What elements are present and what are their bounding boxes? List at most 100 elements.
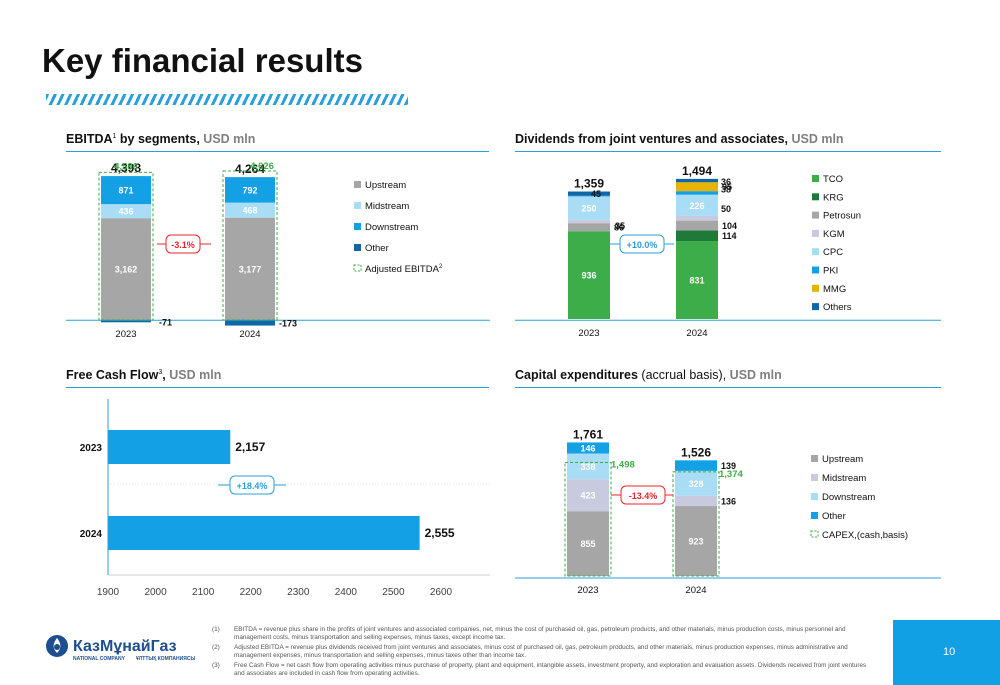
fcf-xtick-1900: 1900	[97, 587, 120, 598]
ebitda-legend-swatch-downstream	[354, 223, 361, 230]
ebitda-bar-downstream-2024	[225, 177, 275, 203]
page-title: Key financial results	[42, 42, 363, 79]
dividends-bar-others-2024	[676, 178, 718, 183]
dividends-label-krg-2024: 114	[722, 231, 737, 241]
footnote-3: (3) Free Cash Flow = net cash flow from o…	[212, 662, 867, 677]
dividends-bar-kgm-2023	[568, 219, 610, 224]
fcf-change-badge: +18.4%	[218, 475, 286, 495]
capex-bar-upstream-2024	[675, 506, 717, 576]
dividends-panel-title: Dividends from joint ventures and associ…	[515, 132, 844, 146]
dividends-category-2024: 2024	[686, 328, 707, 339]
ebitda-bar-other-2024	[225, 320, 275, 326]
ebitda-label-other-2023: -71	[159, 318, 172, 328]
dividends-bar-petrosun-2023	[568, 223, 610, 232]
fcf-category-2024: 2024	[80, 529, 103, 540]
dividends-legend-swatch-cpc	[812, 248, 819, 256]
dividends-total-2023: 1,359	[574, 177, 604, 191]
ebitda-legend-swatch-upstream	[354, 181, 361, 188]
dividends-change-label: +10.0%	[627, 240, 658, 250]
capex-legend-adjusted: CAPEX,(cash,basis)	[822, 530, 908, 541]
dividends-legend-others: Others	[823, 302, 852, 313]
capex-change-badge: -13.4%	[611, 485, 673, 505]
ebitda-bar-upstream-2023	[101, 218, 151, 320]
capex-label-other-2024: 139	[721, 461, 736, 471]
dividends-label-petrosun-2024: 104	[722, 221, 737, 231]
ebitda-change-label: -3.1%	[171, 240, 195, 250]
dividends-label-petrosun-2023: 86	[614, 223, 624, 233]
ebitda-label-upstream-2023: 3,162	[115, 265, 138, 275]
logo-wordmark: КазМұнайГаз	[73, 638, 177, 655]
dividends-legend-swatch-pki	[812, 266, 819, 274]
dividends-bar-tco-2024	[676, 241, 718, 319]
fcf-value-2024: 2,555	[425, 526, 455, 540]
dividends-bar-kgm-2024	[676, 215, 718, 221]
capex-label-midstream-2024: 136	[721, 496, 736, 506]
ebitda-label-downstream-2024: 792	[242, 185, 257, 195]
ebitda-bar-midstream-2023	[101, 204, 151, 219]
capex-label-upstream-2023: 855	[580, 539, 595, 549]
dividends-label-cpc-2023: 250	[581, 204, 596, 214]
dividends-bar-petrosun-2024	[676, 220, 718, 231]
dividends-category-2023: 2023	[578, 328, 599, 339]
ebitda-label-other-2024: -173	[279, 318, 297, 328]
capex-legend-downstream: Downstream	[822, 492, 875, 503]
ebitda-adjusted-label-2024: 4,626	[250, 161, 274, 172]
capex-label-other-2023: 146	[580, 443, 595, 453]
dividends-bar-krg-2024	[676, 230, 718, 242]
dividends-label-mmg-2024: 95	[722, 182, 732, 192]
capex-legend-swatch-adjusted	[810, 530, 819, 538]
page-number-badge: 10	[893, 620, 1000, 685]
dividends-legend-swatch-kgm	[812, 229, 819, 237]
capex-bar-other-2023	[567, 442, 609, 454]
capex-category-2023: 2023	[577, 585, 598, 596]
dividends-legend-swatch-tco	[812, 175, 819, 182]
ebitda-legend-upstream: Upstream	[365, 180, 406, 191]
capex-legend-swatch-other	[811, 512, 818, 519]
dividends-legend-petrosun: Petrosun	[823, 211, 861, 222]
dividends-legend-swatch-others	[812, 303, 819, 311]
dividends-label-tco-2024: 831	[689, 276, 704, 286]
capex-category-2024: 2024	[685, 585, 706, 596]
capex-bar-upstream-2023	[567, 511, 609, 576]
ebitda-label-upstream-2024: 3,177	[239, 264, 262, 274]
dividends-legend-pki: PKI	[823, 266, 838, 277]
dividends-bar-pki-2023	[568, 195, 610, 197]
fcf-bar-2024	[108, 516, 420, 550]
capex-adjusted-label-2023: 1,498	[611, 459, 635, 470]
capex-adjusted-outline-2024	[672, 471, 720, 577]
capex-total-2023: 1,761	[573, 427, 603, 441]
dividends-bar-cpc-2023	[568, 196, 610, 220]
fcf-chart: 2,157 2023 2,555 2024 1900 2000 2100 2200 2300 24…	[80, 399, 490, 598]
ebitda-category-2024: 2024	[239, 329, 260, 340]
ebitda-chart: 3,162 436 871 -71 4,398 2023 4,586 3,177 468 792 -…	[66, 161, 490, 340]
capex-bar-midstream-2023	[567, 479, 609, 512]
dividends-legend-krg: KRG	[823, 192, 844, 203]
fcf-change-label: +18.4%	[237, 481, 268, 491]
dividends-legend-mmg: MMG	[823, 284, 846, 295]
ebitda-bar-other-2023	[101, 320, 151, 323]
dividends-legend-cpc: CPC	[823, 247, 843, 258]
dividends-bar-mmg-2024	[676, 182, 718, 192]
footnotes: (1) EBITDA = revenue plus share in the pr…	[212, 626, 872, 680]
capex-legend-midstream: Midstream	[822, 473, 866, 484]
ebitda-bar-downstream-2023	[101, 176, 151, 205]
fcf-xtick-2300: 2300	[287, 587, 310, 598]
ebitda-adjusted-label-2023: 4,586	[114, 161, 138, 172]
ebitda-adjusted-outline-2023	[98, 171, 154, 321]
footnote-1: (1) EBITDA = revenue plus share in the pr…	[212, 626, 846, 641]
title-underline-hatch	[46, 94, 408, 105]
ebitda-legend-adjusted: Adjusted EBITDA2	[365, 264, 443, 275]
capex-panel-title: Capital expenditures (accrual basis), US…	[515, 368, 782, 382]
ebitda-legend-swatch-other	[354, 244, 361, 251]
ebitda-legend-midstream: Midstream	[365, 201, 409, 212]
company-logo: КазМұнайГаз NATIONAL COMPANY ҰЛТТЫҚ КОМП…	[46, 635, 195, 662]
fcf-xtick-2600: 2600	[430, 587, 453, 598]
dividends-label-others-2024: 36	[721, 177, 731, 187]
ebitda-label-midstream-2023: 436	[118, 207, 133, 217]
fcf-xtick-2500: 2500	[382, 587, 405, 598]
ebitda-title-rule	[66, 151, 489, 152]
fcf-xtick-2000: 2000	[144, 587, 167, 598]
ebitda-total-2023: 4,398	[111, 161, 141, 175]
fcf-value-2023: 2,157	[235, 440, 265, 454]
